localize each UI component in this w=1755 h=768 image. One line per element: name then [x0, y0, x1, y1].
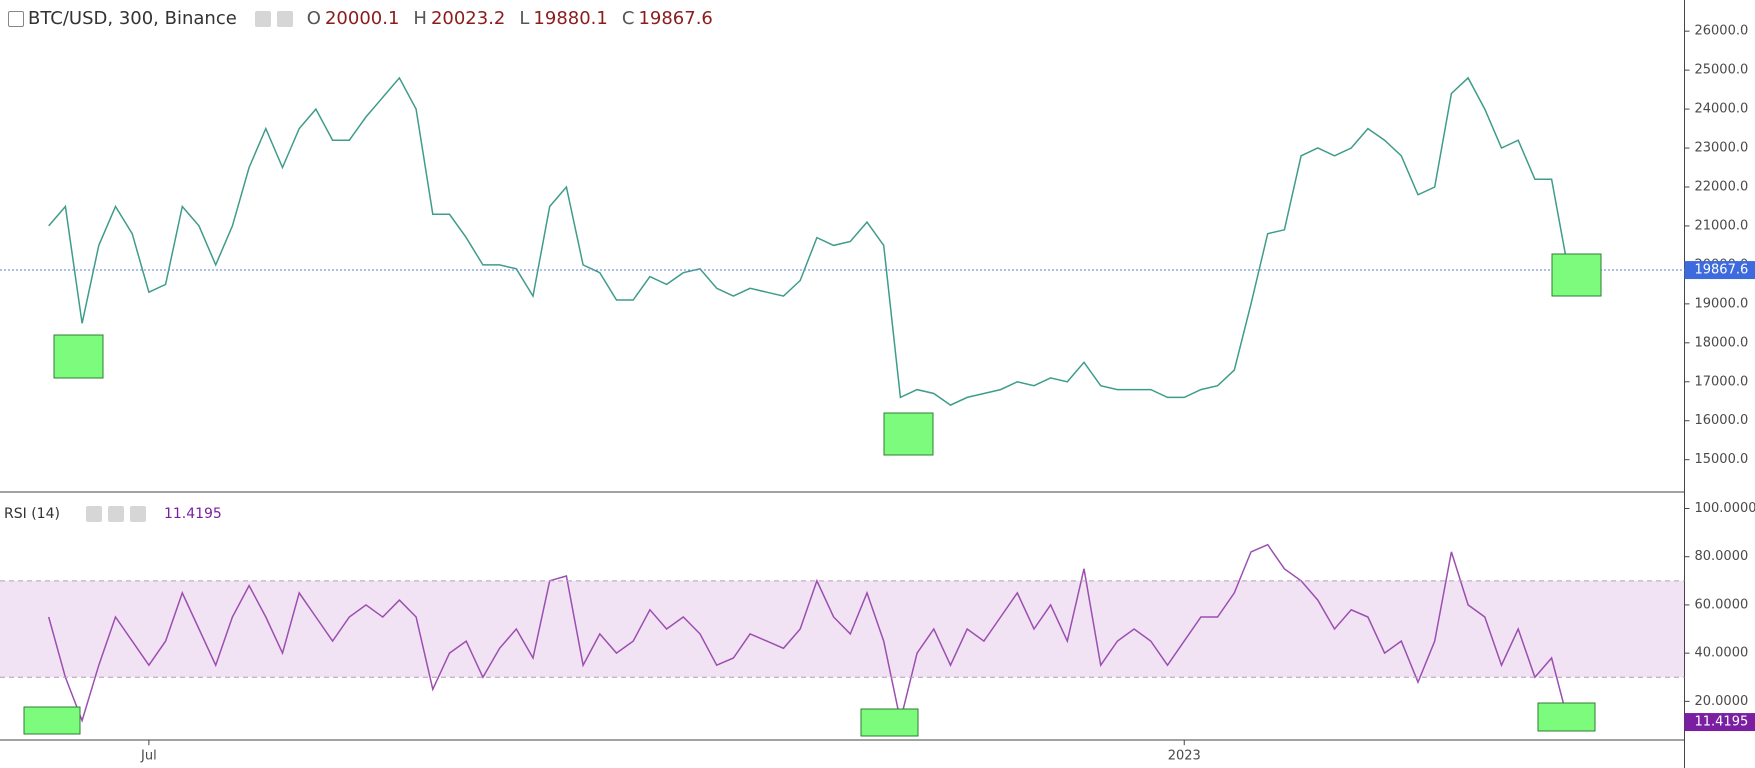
highlight-box [1551, 253, 1602, 297]
y-tick-label: 80.0000 [1694, 549, 1748, 564]
symbol-title: BTC/USD, 300, Binance [28, 8, 237, 29]
y-tick-label: 25000.0 [1694, 63, 1748, 78]
y-tick-label: 100.0000 [1694, 501, 1755, 516]
y-tick-label: 19000.0 [1694, 296, 1748, 311]
y-tick-label: 40.0000 [1694, 646, 1748, 661]
eye-button[interactable] [85, 506, 102, 522]
last-value-box [1684, 713, 1755, 732]
y-tick-label: 26000.0 [1694, 24, 1748, 39]
highlight-box [860, 708, 919, 737]
highlight-box [883, 412, 934, 456]
ohlc-value: 19867.6 [638, 8, 713, 29]
collapse-button[interactable] [8, 10, 24, 27]
settings-button[interactable] [276, 10, 293, 27]
y-tick-label: 21000.0 [1694, 218, 1748, 233]
remove-button[interactable] [129, 506, 146, 522]
chart-header: BTC/USD, 300, Binance O 20000.1 H 20023.2 … [6, 8, 713, 29]
ohlc-value: 20000.1 [324, 8, 400, 29]
rsi-band [0, 580, 1685, 678]
ohlc-label: H [413, 8, 427, 29]
y-tick-label: 60.0000 [1694, 597, 1748, 612]
last-value-label: 11.4195 [1694, 715, 1748, 730]
ohlc-label: O [306, 8, 321, 29]
y-tick-label: 20.0000 [1694, 694, 1748, 709]
indicator-value: 11.4195 [163, 506, 222, 522]
settings-button[interactable] [107, 506, 124, 522]
price-line [47, 543, 1570, 723]
last-value-box [1684, 261, 1755, 280]
price-line [48, 76, 1570, 406]
y-tick-label: 23000.0 [1694, 141, 1748, 156]
indicator-header: RSI (14) 11.4195 [4, 506, 222, 522]
x-tick-label: Jul [140, 749, 157, 764]
indicator-title: RSI (14) [4, 506, 60, 522]
ohlc-label: L [519, 8, 530, 29]
ohlc-value: 20023.2 [430, 8, 506, 29]
y-tick-label: 22000.0 [1694, 179, 1748, 194]
ohlc-value: 19880.1 [533, 8, 608, 29]
last-value-label: 19867.6 [1694, 263, 1748, 278]
highlight-box [1537, 702, 1596, 732]
y-tick-label: 18000.0 [1694, 335, 1748, 350]
y-tick-label: 15000.0 [1694, 452, 1748, 467]
highlight-box [23, 706, 81, 735]
y-tick-label: 16000.0 [1694, 413, 1748, 428]
ohlc-label: C [621, 8, 635, 29]
eye-button[interactable] [254, 10, 271, 27]
y-tick-label: 17000.0 [1694, 374, 1748, 389]
y-tick-label: 24000.0 [1694, 102, 1748, 117]
x-tick-label: 2023 [1168, 749, 1201, 764]
highlight-box [53, 334, 104, 379]
